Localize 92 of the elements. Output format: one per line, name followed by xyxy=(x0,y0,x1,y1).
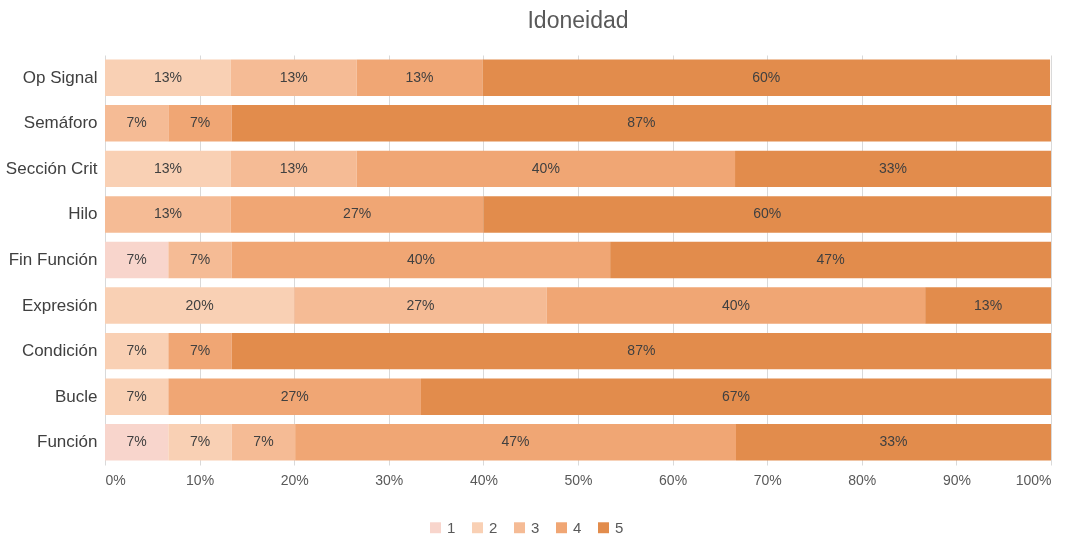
data-label: 7% xyxy=(189,114,211,131)
bar xyxy=(483,196,1051,233)
data-label: 33% xyxy=(879,159,908,176)
bar xyxy=(356,59,483,96)
y-tick-label: Condición xyxy=(21,341,98,361)
x-tick-label: 70% xyxy=(753,471,782,488)
y-tick-label: Bucle xyxy=(54,386,98,406)
data-label: 27% xyxy=(406,296,435,313)
bar xyxy=(231,332,1051,370)
y-tick-label: Fin Función xyxy=(8,250,98,269)
data-label: 87% xyxy=(627,114,656,131)
bar xyxy=(105,150,231,188)
data-label: 13% xyxy=(153,205,182,222)
bar xyxy=(168,378,421,415)
data-label: 7% xyxy=(189,342,211,359)
data-label: 13% xyxy=(153,159,182,176)
y-tick-label: Expresión xyxy=(21,295,98,315)
bar xyxy=(105,424,169,461)
data-label: 7% xyxy=(126,387,147,404)
data-label: 67% xyxy=(721,387,750,404)
data-label: 13% xyxy=(974,296,1003,313)
data-label: 60% xyxy=(753,205,782,222)
data-label: 7% xyxy=(126,342,147,359)
data-label: 7% xyxy=(189,251,211,267)
bar xyxy=(230,59,357,96)
bar xyxy=(168,332,232,370)
data-label: 40% xyxy=(406,251,435,267)
y-tick-label: Sección Crit xyxy=(5,158,98,178)
data-label: 13% xyxy=(279,68,308,85)
x-tick-label: 50% xyxy=(564,471,593,488)
y-tick-label: Op Signal xyxy=(22,67,98,87)
bar xyxy=(735,150,1051,188)
data-label: 7% xyxy=(126,433,147,450)
bar xyxy=(231,424,296,461)
bar xyxy=(356,150,736,188)
y-tick-label: Hilo xyxy=(68,204,98,224)
legend-label: 2 xyxy=(489,518,498,536)
data-label: 13% xyxy=(405,68,434,85)
data-label: 7% xyxy=(253,433,274,450)
y-tick-label: Semáforo xyxy=(23,113,98,133)
data-label: 47% xyxy=(501,433,530,450)
data-label: 47% xyxy=(816,251,845,267)
data-label: 7% xyxy=(126,251,147,267)
chart-title: Idoneidad xyxy=(527,7,629,33)
legend-label: 1 xyxy=(447,518,456,536)
bar xyxy=(420,378,1051,415)
data-label: 87% xyxy=(627,342,656,359)
data-label: 40% xyxy=(531,159,560,176)
x-tick-label: 90% xyxy=(942,471,971,488)
data-label: 13% xyxy=(279,159,308,176)
bar xyxy=(230,196,484,233)
legend-label: 4 xyxy=(573,518,582,536)
x-tick-label: 80% xyxy=(848,471,877,488)
bar xyxy=(735,424,1051,461)
bar xyxy=(231,105,1051,142)
data-label: 40% xyxy=(721,296,750,313)
x-tick-label: 60% xyxy=(659,471,688,488)
bar xyxy=(482,59,1051,96)
bar xyxy=(105,196,231,233)
bar xyxy=(105,105,169,142)
x-tick-label: 20% xyxy=(280,471,309,488)
data-label: 33% xyxy=(879,433,908,450)
x-tick-label: 10% xyxy=(186,471,215,488)
bar xyxy=(105,378,169,415)
data-label: 7% xyxy=(126,114,147,131)
bar xyxy=(168,424,232,461)
bar xyxy=(105,241,169,279)
bar xyxy=(294,287,547,324)
x-tick-label: 40% xyxy=(469,471,498,488)
data-label: 7% xyxy=(189,433,211,450)
x-tick-label: 30% xyxy=(375,471,404,488)
bar xyxy=(231,241,611,279)
bar xyxy=(610,241,1051,279)
legend-label: 3 xyxy=(531,518,540,536)
bar xyxy=(105,287,295,324)
bar xyxy=(168,105,232,142)
bar xyxy=(168,241,232,279)
legend-label: 5 xyxy=(615,518,624,536)
data-label: 20% xyxy=(185,296,214,313)
y-tick-label: Función xyxy=(37,432,98,452)
x-tick-label: 0% xyxy=(105,471,126,488)
bar xyxy=(925,287,1051,324)
data-label: 60% xyxy=(752,68,781,85)
bar xyxy=(230,150,357,188)
bar xyxy=(105,332,169,370)
data-label: 13% xyxy=(153,68,182,85)
bar xyxy=(105,59,231,96)
x-tick-label: 100% xyxy=(1015,471,1052,488)
bar xyxy=(546,287,926,324)
data-label: 27% xyxy=(343,205,372,222)
data-label: 27% xyxy=(280,387,309,404)
bar xyxy=(295,424,736,461)
